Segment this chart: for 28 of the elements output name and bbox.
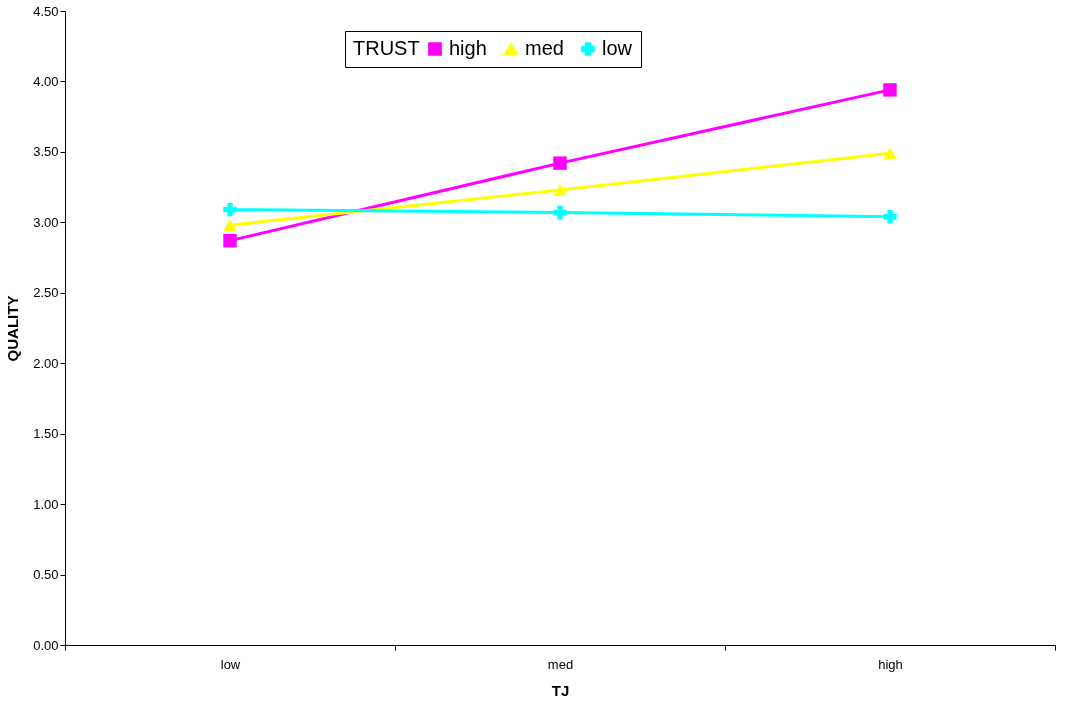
point bbox=[223, 233, 237, 248]
legend-label: high bbox=[449, 37, 487, 59]
y-tick-label: 2.00 bbox=[33, 355, 59, 371]
y-tick-label: 1.00 bbox=[33, 496, 59, 512]
point bbox=[223, 219, 237, 231]
x-tick-label: med bbox=[547, 656, 574, 672]
x-axis-title: TJ bbox=[551, 681, 570, 699]
y-tick-label: 2.50 bbox=[33, 285, 59, 301]
legend-label: low bbox=[602, 37, 633, 59]
point bbox=[553, 156, 567, 170]
point bbox=[223, 202, 237, 217]
y-tick-label: 4.50 bbox=[33, 3, 59, 19]
y-tick-label: 1.50 bbox=[33, 426, 59, 442]
point bbox=[553, 205, 567, 220]
y-tick-label: 4.00 bbox=[33, 73, 59, 89]
legend-label: med bbox=[525, 37, 564, 59]
x-tick-label: high bbox=[878, 656, 903, 672]
y-tick-label: 0.00 bbox=[33, 637, 59, 653]
point bbox=[883, 209, 897, 224]
x-tick-label: low bbox=[220, 656, 241, 672]
y-tick-label: 3.50 bbox=[33, 144, 59, 160]
y-tick-label: 3.00 bbox=[33, 214, 59, 230]
y-tick-label: 0.50 bbox=[33, 567, 59, 583]
point bbox=[883, 147, 897, 160]
y-axis-title: QUALITY bbox=[4, 295, 22, 362]
point bbox=[553, 184, 567, 196]
point bbox=[883, 83, 897, 97]
legend-title: TRUST bbox=[353, 37, 420, 59]
